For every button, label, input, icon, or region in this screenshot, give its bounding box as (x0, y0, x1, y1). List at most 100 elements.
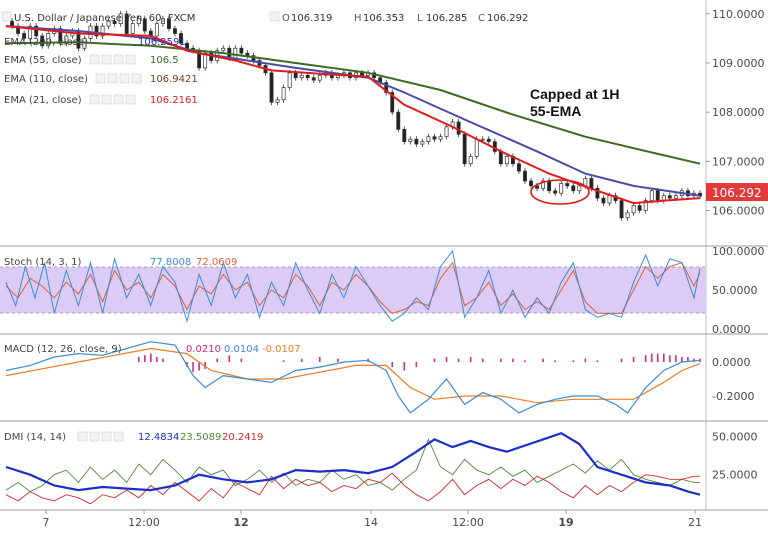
ohlc-low: 106.285 (426, 13, 467, 24)
candle-body (462, 133, 467, 165)
candle-body (305, 74, 310, 79)
candle-body (649, 190, 654, 201)
time-tick-label: 21 (688, 516, 702, 529)
macd-line (5, 341, 701, 414)
stoch-d-value: 72.0609 (196, 257, 237, 268)
dmi-plus-value: 23.5089 (180, 432, 221, 443)
candle-body (559, 183, 564, 194)
macd-signal-value: -0.0107 (262, 344, 301, 355)
candle-body (46, 33, 51, 47)
price-tick-label: 110.0000 (712, 8, 765, 21)
candle-body (221, 47, 226, 52)
price-tick-label: 107.0000 (712, 155, 765, 168)
ema21-label: EMA (21, close) (4, 95, 82, 106)
ema200-label: EMA (200, close) (4, 37, 88, 48)
dmi-minus-line (5, 472, 700, 505)
candle-body (281, 87, 286, 101)
ema110-label: EMA (110, close) (4, 74, 88, 85)
candle-body (299, 74, 304, 79)
candle-body (94, 25, 99, 37)
candle-body (474, 138, 479, 157)
ohlc-high: 106.353 (363, 13, 404, 24)
candle-body (22, 33, 27, 39)
candle-body (317, 74, 322, 81)
candle-body (625, 212, 630, 219)
ohlc-low-label: L (417, 13, 423, 24)
dmi-label: DMI (14, 14) (4, 432, 66, 443)
time-tick-label: 14 (364, 516, 378, 529)
candle-body (547, 180, 552, 192)
last-price-value: 106.292 (712, 186, 762, 200)
candle-body (667, 195, 672, 199)
candle-body (390, 92, 395, 113)
candle-body (408, 138, 413, 142)
candle-body (402, 128, 407, 142)
candle-body (655, 190, 660, 201)
ema200-value: 106.2591 (138, 37, 186, 48)
candle-body (535, 185, 540, 189)
ohlc-open: 106.319 (291, 13, 332, 24)
candle-body (396, 111, 401, 130)
dmi-minus-value: 20.2419 (222, 432, 263, 443)
candle-body (595, 187, 600, 199)
ema21-value: 106.2161 (150, 95, 198, 106)
candle-body (233, 47, 238, 59)
ohlc-close-label: C (478, 13, 485, 24)
candle-body (637, 205, 642, 211)
candle-body (486, 138, 491, 142)
time-tick-label: 12:00 (452, 516, 484, 529)
candle-body (384, 82, 389, 93)
annotation-line-1: Capped at 1H (530, 86, 619, 102)
time-tick-label: 19 (558, 516, 573, 529)
candle-body (293, 72, 298, 79)
candle-body (631, 205, 636, 214)
candle-body (577, 185, 582, 192)
candle-body (166, 18, 171, 29)
collapse-toggle[interactable] (1, 11, 12, 22)
candle-body (311, 77, 316, 81)
candle-body (601, 197, 606, 204)
candle-body (420, 141, 425, 145)
candle-body (523, 170, 527, 182)
price-tick-label: 109.0000 (712, 57, 765, 70)
candle-body (571, 185, 576, 192)
ohlc-close: 106.292 (487, 13, 528, 24)
candle-body (529, 180, 533, 187)
price-pane (5, 10, 702, 221)
candle-body (517, 163, 521, 172)
candle-body (541, 180, 546, 189)
candle-body (480, 138, 485, 141)
candle-body (438, 136, 443, 140)
candle-body (136, 18, 141, 25)
candle-body (106, 20, 111, 27)
candle-body (607, 195, 612, 204)
ema-green-line (5, 41, 701, 165)
ema-settings-icons[interactable] (89, 54, 142, 105)
macd-hist-value: 0.0210 (186, 344, 221, 355)
chart-title: U.S. Dollar / Japanese Yen, 60, FXCM (14, 13, 195, 24)
dmi-pane (5, 431, 701, 505)
macd-label: MACD (12, 26, close, 9) (4, 344, 122, 355)
candle-body (142, 18, 147, 32)
macd-pane (5, 341, 701, 414)
stoch-tick-label: 0.0000 (712, 323, 751, 336)
macd-value: 0.0104 (224, 344, 259, 355)
candle-body (100, 25, 105, 37)
stoch-pane (5, 249, 701, 324)
stoch-tick-label: 50.0000 (712, 284, 758, 297)
candle-body (589, 178, 594, 189)
candle-body (185, 42, 189, 49)
annotation-circle (530, 179, 590, 205)
macd-tick-label: 0.0000 (712, 356, 751, 369)
candle-body (34, 25, 39, 37)
macd-tick-label: -0.2000 (712, 390, 754, 403)
dmi-adx-line (5, 431, 701, 496)
dmi-settings-icons[interactable] (77, 431, 124, 442)
symbol-settings-icon[interactable] (269, 11, 280, 22)
candle-body (468, 156, 473, 165)
stoch-label: Stoch (14, 3, 1) (4, 257, 81, 268)
ema55-value: 106.5 (150, 55, 179, 66)
macd-signal-line (5, 347, 701, 404)
candle-body (426, 136, 431, 142)
